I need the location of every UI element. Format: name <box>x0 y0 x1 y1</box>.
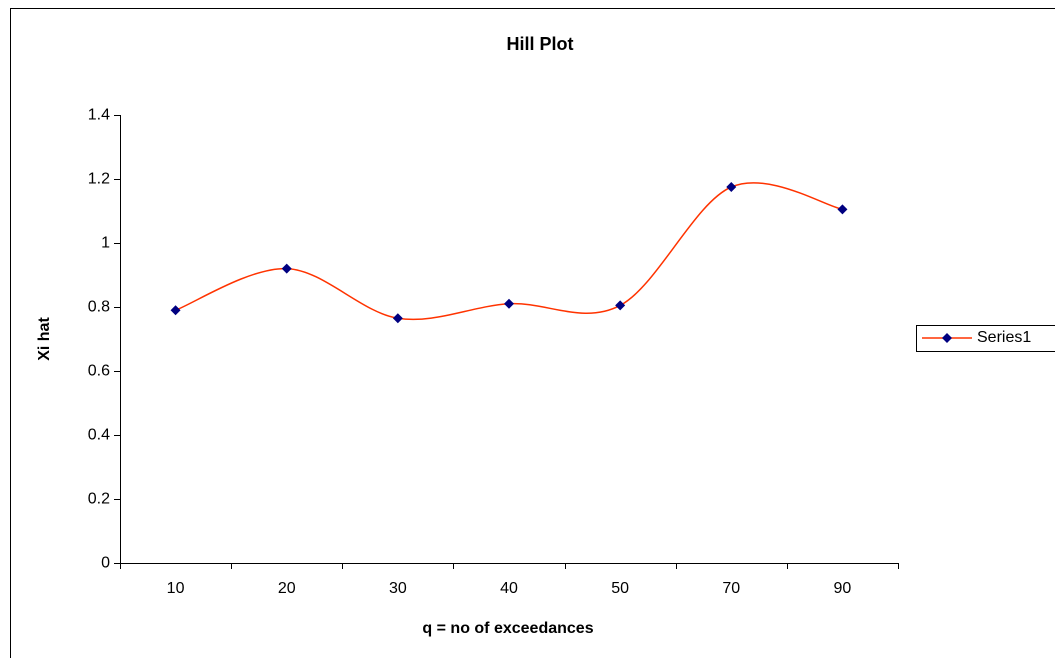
data-point <box>170 305 181 316</box>
y-tick-label: 0.6 <box>88 363 110 380</box>
y-axis-title: Xi hat <box>36 317 53 361</box>
y-tick-label: 0.8 <box>88 299 110 316</box>
data-point <box>615 300 626 311</box>
y-tick-label: 1 <box>101 235 110 252</box>
x-tick-label: 30 <box>389 580 407 597</box>
x-tick-label: 10 <box>167 580 185 597</box>
y-tick-label: 1.2 <box>88 171 110 188</box>
x-tick-label: 50 <box>611 580 629 597</box>
x-tick-label: 90 <box>834 580 852 597</box>
data-point <box>504 298 514 309</box>
chart-area <box>10 8 1055 658</box>
data-point <box>392 313 403 324</box>
legend-label: Series1 <box>977 329 1031 346</box>
y-tick-label: 0.2 <box>88 491 110 508</box>
y-tick-label: 1.4 <box>88 107 110 124</box>
x-tick-label: 20 <box>278 580 296 597</box>
x-axis-title: q = no of exceedances <box>422 620 593 637</box>
chart-title: Hill Plot <box>507 34 574 54</box>
data-point <box>281 263 292 274</box>
data-point <box>837 204 848 215</box>
x-tick-label: 40 <box>500 580 518 597</box>
data-point <box>726 182 737 192</box>
legend-marker <box>942 333 952 343</box>
x-tick-label: 70 <box>722 580 740 597</box>
y-tick-label: 0 <box>101 555 110 572</box>
y-tick-label: 0.4 <box>88 427 110 444</box>
